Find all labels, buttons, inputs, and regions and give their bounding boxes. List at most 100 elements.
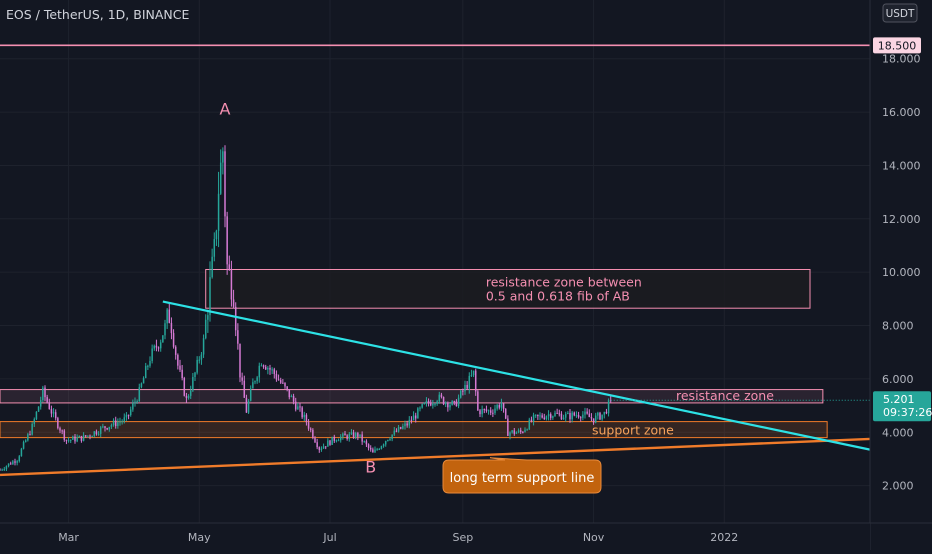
candle-body <box>519 430 522 432</box>
candle-body <box>249 388 252 401</box>
point-a-label: A <box>220 100 231 119</box>
candle-body <box>119 421 121 423</box>
price-tick-label: 16.000 <box>882 106 921 119</box>
candle-body <box>215 230 218 240</box>
candle-body <box>436 401 438 404</box>
currency-button[interactable]: USDT <box>882 3 918 23</box>
candle-body <box>485 409 488 411</box>
candle-body <box>110 425 113 427</box>
candle-body <box>500 403 503 408</box>
candle-body <box>316 442 318 448</box>
candle-body <box>76 437 78 442</box>
time-axis[interactable]: Mar May Jul Sep Nov 2022 <box>0 522 932 550</box>
candle-body <box>579 417 582 419</box>
candle-body <box>305 414 308 423</box>
candle-body <box>147 365 149 367</box>
candle-body <box>198 359 201 361</box>
candle-body <box>369 447 372 450</box>
grid-lines <box>0 0 870 523</box>
candle-body <box>498 404 501 408</box>
candle-body <box>474 370 477 392</box>
candle-body <box>528 419 531 430</box>
candle-body <box>532 414 535 422</box>
candle-body <box>380 446 383 450</box>
candle-body <box>127 414 130 416</box>
candle-body <box>22 442 25 449</box>
candle-body <box>410 419 413 421</box>
candle-body <box>601 414 603 420</box>
candle-body <box>153 345 156 349</box>
candle-body <box>352 432 355 438</box>
candle-body <box>522 431 524 433</box>
time-axis-ticks: Mar May Jul Sep Nov 2022 <box>58 531 738 544</box>
candle-body <box>299 406 301 408</box>
candle-body <box>239 343 241 378</box>
candle-body <box>447 402 449 408</box>
candle-body <box>27 434 29 441</box>
candle-body <box>155 345 158 348</box>
candle-body <box>395 430 398 432</box>
candle-body <box>252 382 254 389</box>
candle-body <box>571 412 573 420</box>
time-tick-label: Sep <box>452 531 473 544</box>
candle-body <box>462 390 464 392</box>
candle-body <box>12 461 14 465</box>
time-tick-label: Mar <box>58 531 79 544</box>
candle-body <box>117 422 119 427</box>
candle-body <box>279 380 282 383</box>
candle-body <box>108 426 111 430</box>
candle-body <box>194 372 196 378</box>
candle-body <box>112 420 115 426</box>
candle-body <box>151 348 153 361</box>
time-axis-background <box>0 523 870 550</box>
candle-body <box>97 433 100 435</box>
candle-body <box>211 256 213 278</box>
last-price-label: 5.201 <box>883 393 915 406</box>
candle-body <box>80 435 83 441</box>
candle-body <box>185 395 188 399</box>
candle-body <box>342 433 344 437</box>
candle-body <box>374 449 376 453</box>
candle-body <box>438 394 441 402</box>
candle-body <box>303 414 306 418</box>
candle-body <box>275 373 278 380</box>
candle-body <box>224 151 226 217</box>
candle-body <box>472 370 475 376</box>
candle-body <box>357 433 359 437</box>
long-term-support-callout: long term support line <box>442 457 602 494</box>
candle-body <box>138 387 141 402</box>
candle-body <box>179 365 181 370</box>
candle-body <box>69 439 72 441</box>
price-axis[interactable]: 20 2.0004.0006.0008.00010.00012.00014.00… <box>869 0 932 550</box>
candle-body <box>183 378 186 396</box>
price-tick-label: 18.000 <box>882 53 921 66</box>
candle-body <box>468 375 471 389</box>
candle-body <box>95 431 98 435</box>
candle-body <box>487 410 490 412</box>
candle-body <box>174 346 177 355</box>
candle-body <box>560 413 563 420</box>
candle-body <box>136 401 138 403</box>
candle-body <box>129 409 132 416</box>
candle-body <box>324 446 327 448</box>
candle-body <box>99 427 102 434</box>
candle-body <box>567 413 569 415</box>
candle-body <box>545 416 548 420</box>
candle-body <box>144 366 147 379</box>
candle-body <box>232 299 235 307</box>
candle-body <box>234 306 237 331</box>
candle-body <box>414 415 417 419</box>
candle-body <box>327 440 329 447</box>
candle-body <box>406 423 408 426</box>
candle-body <box>502 403 505 409</box>
candle-body <box>408 419 411 426</box>
candle-body <box>149 360 151 366</box>
time-tick-label: Nov <box>583 531 605 544</box>
price-tick-label: 4.000 <box>882 426 914 439</box>
candle-body <box>350 432 353 435</box>
candle-body <box>132 403 134 410</box>
symbol-title: EOS / TetherUS, 1D, BINANCE <box>6 7 189 22</box>
candle-body <box>14 461 16 463</box>
